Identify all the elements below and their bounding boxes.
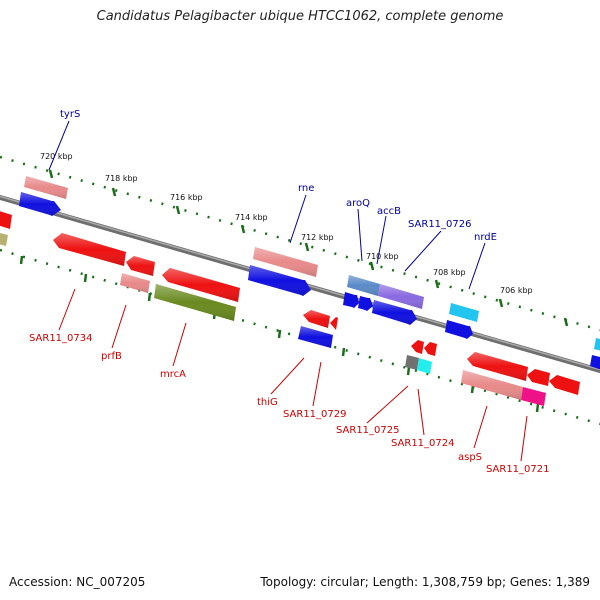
gene-red-edge[interactable] [0,210,12,229]
gene-blue-nrdE[interactable] [445,320,473,339]
map-title: Candidatus Pelagibacter ubique HTCC1062,… [96,9,504,24]
gene-SAR11_0725[interactable] [405,355,419,370]
gene-prfB[interactable] [120,273,150,293]
gene-red-SAR11_0724[interactable] [424,342,437,356]
label-SAR11_0725: SAR11_0725 [336,425,400,436]
major-ticks-upper [48,169,569,327]
gene-accB[interactable] [378,284,424,309]
kbp-tick-710: 710 kbp [366,252,399,261]
label-mrcA: mrcA [160,369,186,380]
gene-rne[interactable] [253,247,318,277]
gene-thiG[interactable] [303,310,330,328]
gene-cyan-edge[interactable] [594,338,600,351]
label-nrdE: nrdE [474,232,497,243]
kbp-tick-714: 714 kbp [235,213,268,222]
kbp-tick-720: 720 kbp [40,152,73,161]
gene-SAR11_0724[interactable] [417,358,432,374]
label-SAR11_0726: SAR11_0726 [408,219,472,230]
kbp-tick-718: 718 kbp [105,174,138,183]
label-thiG: thiG [257,397,278,408]
tick-track-upper [0,155,600,332]
topology-text: Topology: circular; Length: 1,308,759 bp… [260,575,590,589]
gene-red-next-aspS[interactable] [527,369,550,386]
gene-red-aspS[interactable] [467,352,528,381]
gene-olive-edge[interactable] [0,232,8,246]
leader-lines-above [48,120,486,290]
gene-red-mrcA[interactable] [162,268,240,302]
gene-SAR11_0721[interactable] [521,387,546,406]
label-accB: accB [377,206,401,217]
gene-tyrS[interactable] [24,176,68,199]
gene-red-end[interactable] [549,375,580,395]
label-SAR11_0734: SAR11_0734 [29,333,93,344]
leader-lines-below [58,288,528,462]
gene-aroQ[interactable] [347,275,380,296]
gene-blue-SAR11_0726[interactable] [372,300,417,325]
kbp-tick-706: 706 kbp [500,286,533,295]
label-rne: rne [298,183,314,194]
gene-red-small-thiG[interactable] [330,317,338,330]
gene-SAR11_0729[interactable] [298,326,333,348]
gene-mrcA[interactable] [154,284,236,321]
gene-blue-rne[interactable] [248,265,311,296]
label-aroQ: aroQ [346,198,370,209]
gene-red-SAR11_0725[interactable] [411,340,424,354]
gene-blue-aroQ[interactable] [343,292,359,308]
label-prfB: prfB [101,351,122,362]
kbp-tick-716: 716 kbp [170,193,203,202]
label-SAR11_0721: SAR11_0721 [486,464,550,475]
accession-text: Accession: NC_007205 [9,575,146,589]
gene-blue-accB-small[interactable] [358,296,373,311]
label-SAR11_0729: SAR11_0729 [283,409,347,420]
label-tyrS: tyrS [60,109,80,120]
gene-red-prfB[interactable] [126,256,155,276]
kbp-tick-712: 712 kbp [301,233,334,242]
label-SAR11_0724: SAR11_0724 [391,438,455,449]
gene-SAR11_0734[interactable] [53,233,126,266]
gene-aspS[interactable] [461,370,523,400]
label-aspS: aspS [458,452,482,463]
kbp-tick-708: 708 kbp [433,268,466,277]
gene-nrdE[interactable] [449,303,479,322]
gene-blue-near-tyrS[interactable] [19,192,61,216]
gene-blue-edge[interactable] [590,355,600,370]
